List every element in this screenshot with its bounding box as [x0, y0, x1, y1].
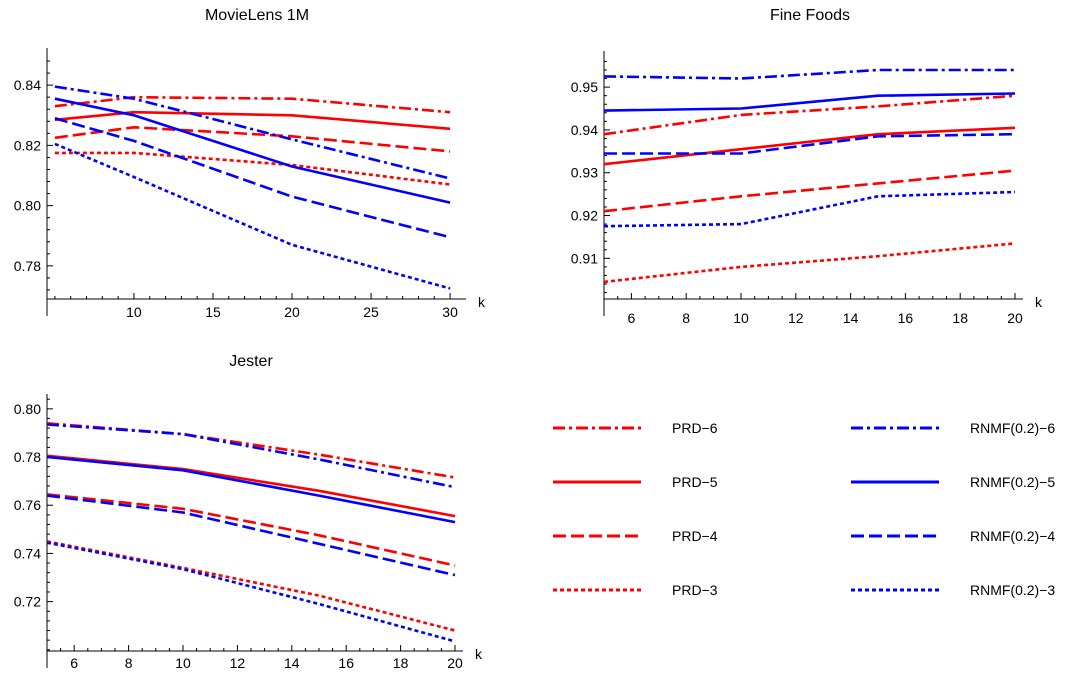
legend-label: RNMF(0.2)−6	[970, 420, 1055, 436]
legend-label: RNMF(0.2)−5	[970, 474, 1055, 490]
x-tick-label: 6	[70, 655, 78, 671]
y-tick-label: 0.91	[571, 250, 598, 266]
y-tick-label: 0.72	[14, 594, 41, 610]
y-tick-label: 0.78	[14, 449, 41, 465]
y-tick-label: 0.95	[571, 79, 598, 95]
chart-title: MovieLens 1M	[205, 7, 309, 24]
series-line	[54, 85, 451, 180]
series-line	[46, 454, 456, 518]
legend-label: RNMF(0.2)−4	[970, 528, 1055, 544]
x-tick-label: 25	[363, 304, 379, 320]
legend-label: PRD−4	[672, 528, 718, 544]
x-tick-label: 8	[125, 655, 133, 671]
y-tick-label: 0.80	[14, 401, 41, 417]
series-line	[46, 422, 456, 479]
legend-label: RNMF(0.2)−3	[970, 582, 1055, 598]
series-line	[54, 97, 451, 204]
y-tick-label: 0.84	[14, 77, 41, 93]
series-line	[46, 541, 456, 643]
x-axis-label: k	[478, 294, 486, 310]
series-line	[54, 142, 451, 290]
series-line	[54, 125, 451, 153]
y-tick-label: 0.78	[14, 258, 41, 274]
series-line	[603, 92, 1016, 112]
series-line	[603, 242, 1016, 284]
x-axis-label: k	[475, 646, 483, 662]
x-tick-label: 12	[788, 310, 804, 326]
x-tick-label: 18	[393, 655, 409, 671]
y-tick-label: 0.82	[14, 137, 41, 153]
series-line	[603, 126, 1016, 166]
x-tick-label: 20	[284, 304, 300, 320]
x-tick-label: 20	[447, 655, 463, 671]
y-tick-label: 0.92	[571, 208, 598, 224]
y-tick-label: 0.93	[571, 165, 598, 181]
x-tick-label: 10	[126, 304, 142, 320]
series-line	[54, 95, 451, 114]
chart-jester: Jester 0.72 0.74 0.76 0.78 0.80 6 8 10 12 14 16 18 2…	[14, 353, 483, 671]
legend-label: PRD−3	[672, 582, 718, 598]
x-tick-label: 30	[442, 304, 458, 320]
legend-label: PRD−5	[672, 474, 718, 490]
x-tick-label: 6	[628, 310, 636, 326]
x-tick-label: 18	[952, 310, 968, 326]
series-line	[46, 494, 456, 577]
series-line	[46, 540, 456, 632]
series-line	[54, 151, 451, 186]
series-line	[603, 169, 1016, 213]
series-line	[603, 190, 1016, 228]
legend: PRD−6 PRD−5 PRD−4 PRD−3 RNMF(0.2)−6 RNMF(0.2)…	[553, 420, 1055, 598]
x-tick-label: 10	[733, 310, 749, 326]
x-tick-label: 10	[175, 655, 191, 671]
x-tick-label: 16	[898, 310, 914, 326]
series-line	[46, 455, 456, 524]
series-line	[603, 68, 1015, 80]
x-tick-label: 20	[1007, 310, 1023, 326]
x-tick-label: 14	[284, 655, 300, 671]
x-axis-label: k	[1035, 294, 1043, 310]
y-tick-label: 0.76	[14, 497, 41, 513]
series-line	[46, 493, 456, 567]
series-line	[46, 423, 456, 489]
chart-fine-foods: Fine Foods 0.91 0.92 0.93 0.94 0.95 6 8 10 12 14 1…	[571, 7, 1043, 326]
x-tick-label: 8	[682, 310, 690, 326]
y-tick-label: 0.80	[14, 198, 41, 214]
x-tick-label: 12	[230, 655, 246, 671]
series-line	[604, 132, 1016, 155]
series-line	[603, 94, 1016, 136]
chart-title: Jester	[229, 353, 273, 370]
chart-title: Fine Foods	[770, 7, 850, 24]
y-tick-label: 0.74	[14, 545, 41, 561]
chart-movielens-1m: MovieLens 1M 0.78 0.80 0.82 0.84 10 15 20 25 30 k	[14, 7, 486, 320]
series-line	[54, 117, 451, 239]
x-tick-label: 15	[205, 304, 221, 320]
legend-label: PRD−6	[672, 420, 718, 436]
x-tick-label: 14	[843, 310, 859, 326]
y-tick-label: 0.94	[571, 122, 598, 138]
x-tick-label: 16	[338, 655, 354, 671]
series-line	[54, 110, 451, 131]
